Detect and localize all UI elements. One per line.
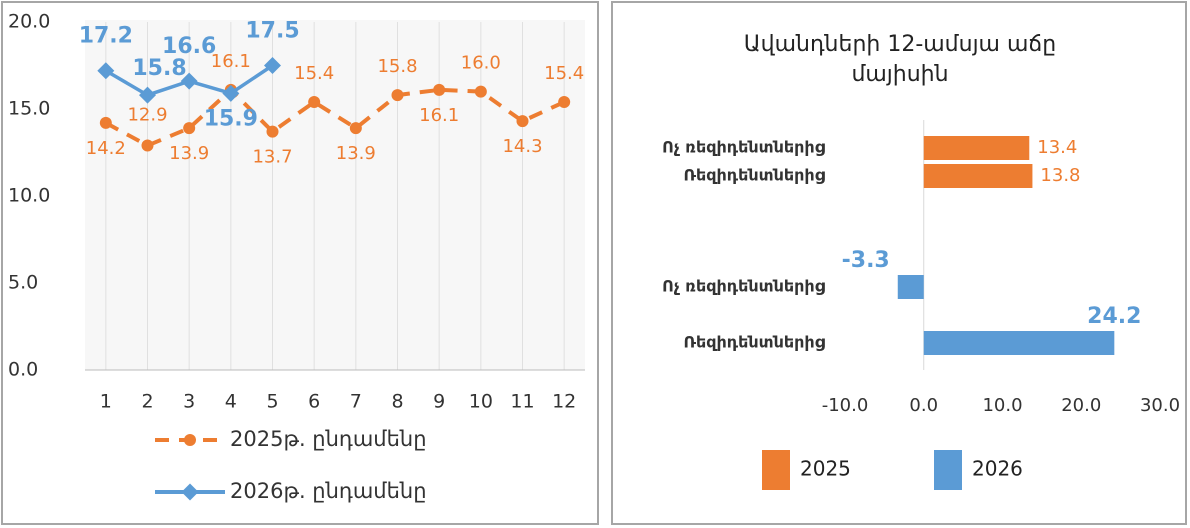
legend-marker [181, 483, 199, 501]
data-label: -3.3 [842, 248, 890, 273]
point [180, 72, 198, 90]
data-label: 13.4 [1037, 137, 1077, 158]
data-label: 14.2 [86, 138, 126, 159]
y-tick-label: 5.0 [8, 272, 38, 294]
point [141, 139, 154, 152]
x-tick-label: 1 [100, 391, 112, 413]
x-tick-label: 7 [350, 391, 362, 413]
data-label: 15.4 [294, 63, 334, 84]
category-label: Ոչ ռեզիդենտներից [662, 138, 826, 157]
data-label: 15.8 [377, 56, 417, 77]
plot-bg [85, 20, 585, 370]
x-tick-label: 6 [308, 391, 320, 413]
data-label: 15.8 [132, 56, 186, 81]
category-label: Ոչ ռեզիդենտներից [662, 277, 826, 296]
point [266, 125, 279, 138]
bar [923, 331, 1115, 355]
data-label: 15.9 [204, 106, 258, 131]
title-line: մայիսին [851, 62, 948, 87]
point [349, 122, 362, 135]
point [222, 84, 240, 102]
point [516, 115, 529, 128]
bar [897, 275, 924, 299]
legend-label: 2026 [972, 457, 1023, 481]
x-tick-label: -10.0 [822, 395, 869, 416]
bar [923, 164, 1033, 188]
bar [923, 136, 1030, 160]
data-label: 14.3 [502, 136, 542, 157]
x-tick-label: 20.0 [1061, 395, 1101, 416]
data-label: 13.8 [1040, 165, 1080, 186]
point [99, 116, 112, 129]
data-label: 13.9 [336, 143, 376, 164]
x-tick-label: 12 [552, 391, 576, 413]
legend-swatch [762, 450, 790, 490]
point [433, 83, 446, 96]
x-tick-label: 3 [183, 391, 195, 413]
data-label: 12.9 [127, 105, 167, 126]
x-tick-label: 4 [225, 391, 237, 413]
legend-swatch [934, 450, 962, 490]
category-label: Ռեզիդենտներից [683, 166, 825, 185]
legend-label: 2025թ. ընդամենը [230, 427, 427, 451]
legend-marker [184, 434, 196, 446]
x-tick-label: 11 [510, 391, 534, 413]
y-tick-label: 0.0 [8, 359, 38, 381]
data-label: 17.2 [79, 24, 133, 49]
legend-label: 2026թ. ընդամենը [230, 479, 427, 503]
data-label: 15.4 [544, 63, 584, 84]
point [558, 96, 571, 109]
x-tick-label: 8 [391, 391, 403, 413]
point [183, 122, 196, 135]
point [474, 85, 487, 98]
point [97, 62, 115, 80]
x-tick-label: 5 [266, 391, 278, 413]
chart-title: Ավանդների 12-ամսյա աճը մայիսին [744, 32, 1056, 87]
x-tick-label: 10 [469, 391, 493, 413]
point [139, 86, 156, 104]
data-label: 16.1 [419, 105, 459, 126]
data-label: 13.9 [169, 143, 209, 164]
data-label: 16.1 [211, 51, 251, 72]
point [308, 96, 321, 109]
x-tick-label: 9 [433, 391, 445, 413]
y-tick-label: 15.0 [8, 98, 50, 120]
x-tick-label: 30.0 [1140, 395, 1180, 416]
legend-label: 2025 [800, 457, 851, 481]
data-label: 17.5 [245, 19, 299, 44]
x-tick-label: 10.0 [982, 395, 1022, 416]
x-tick-label: 2 [141, 391, 153, 413]
data-label: 24.2 [1087, 304, 1141, 329]
y-tick-label: 10.0 [8, 185, 50, 207]
x-tick-label: 0.0 [909, 395, 938, 416]
title-line: Ավանդների 12-ամսյա աճը [744, 32, 1056, 57]
category-label: Ռեզիդենտներից [683, 333, 825, 352]
right-panel [611, 1, 1187, 525]
data-label: 16.6 [162, 34, 216, 59]
series-line [104, 87, 566, 148]
data-label: 16.0 [461, 53, 501, 74]
data-label: 13.7 [252, 147, 292, 168]
point [391, 89, 404, 102]
y-tick-label: 20.0 [8, 11, 50, 33]
